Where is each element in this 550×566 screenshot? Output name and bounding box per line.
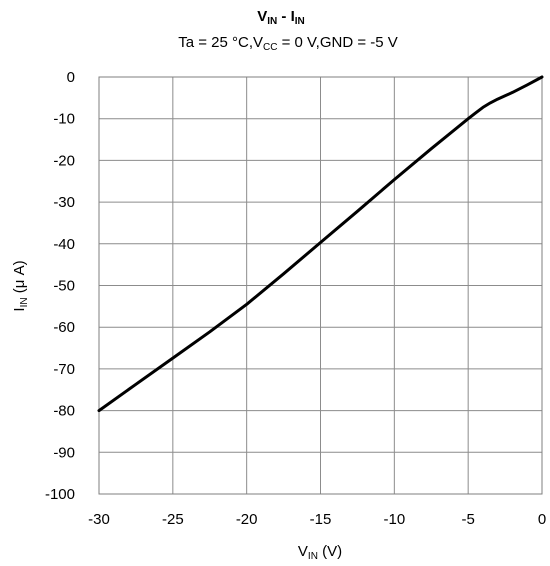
x-tick-label: -30 <box>88 511 110 528</box>
x-tick-label: -10 <box>383 511 405 528</box>
subtitle-part1: Ta = 25 °C,V <box>178 34 263 51</box>
y-axis-label-sub: IN <box>19 297 30 307</box>
subtitle-part2: = 0 V,GND = -5 V <box>277 34 397 51</box>
plot-frame <box>98 76 543 495</box>
gridlines <box>98 76 543 495</box>
title-main: V <box>257 8 267 25</box>
x-axis-label-main: V <box>298 543 308 560</box>
series-layer <box>97 75 544 413</box>
y-tick-label: -80 <box>53 403 75 420</box>
y-tick-label: -60 <box>53 319 75 336</box>
y-tick-label: -40 <box>53 236 75 253</box>
subtitle-sub: CC <box>263 42 277 53</box>
y-axis-label-main: I <box>11 307 28 311</box>
x-tick-labels: -30 -25 -20 -15 -10 -5 0 <box>88 511 546 528</box>
chart-title: VIN - IIN <box>257 8 305 27</box>
y-tick-label: -30 <box>53 194 75 211</box>
y-tick-label: -20 <box>53 152 75 169</box>
x-tick-label: -25 <box>162 511 184 528</box>
y-tick-labels: 0 -10 -20 -30 -40 -50 -60 -70 -80 -90 -100 <box>45 69 75 503</box>
x-axis-label-sub: IN <box>308 551 318 562</box>
x-axis-label-unit: (V) <box>318 543 342 560</box>
y-tick-label: 0 <box>67 69 75 86</box>
y-tick-label: -70 <box>53 361 75 378</box>
title-sep: - I <box>277 8 295 25</box>
y-axis-label: IIN (μ A) <box>11 260 30 311</box>
x-tick-label: -15 <box>310 511 332 528</box>
y-tick-label: -100 <box>45 486 75 503</box>
series-line <box>97 75 544 413</box>
y-tick-label: -90 <box>53 444 75 461</box>
y-tick-label: -10 <box>53 111 75 128</box>
x-tick-label: -20 <box>236 511 258 528</box>
chart-subtitle: Ta = 25 °C,VCC = 0 V,GND = -5 V <box>178 34 398 53</box>
x-axis-label: VIN (V) <box>298 543 342 562</box>
plot-area: -30 -25 -20 -15 -10 -5 0 0-10-20-30-40-50-60-7… <box>45 69 546 528</box>
title-sep-sub: IN <box>295 16 305 27</box>
x-tick-label: 0 <box>538 511 546 528</box>
x-tick-label: -5 <box>461 511 474 528</box>
y-tick-label: -50 <box>53 278 75 295</box>
y-axis-label-unit: (μ A) <box>11 260 28 297</box>
title-main-sub: IN <box>267 16 277 27</box>
